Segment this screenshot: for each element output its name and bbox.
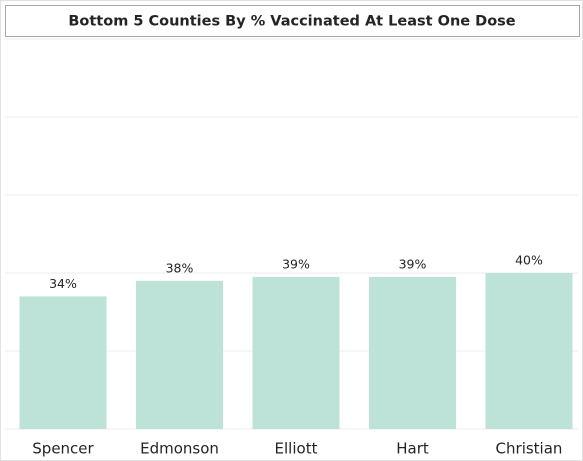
bar (369, 276, 456, 429)
title-box (5, 5, 580, 37)
data-label: 39% (282, 256, 310, 271)
data-label: 39% (399, 256, 427, 271)
data-label: 38% (166, 260, 194, 275)
bar (136, 280, 223, 429)
data-label: 34% (49, 276, 77, 291)
chart-title: Bottom 5 Counties By % Vaccinated At Lea… (68, 14, 515, 30)
data-label: 40% (515, 253, 543, 268)
x-tick-label: Hart (396, 440, 429, 458)
x-tick-label: Christian (496, 440, 563, 458)
bar (252, 276, 340, 429)
x-tick-label: Elliott (275, 440, 318, 458)
x-tick-label: Spencer (32, 440, 94, 458)
bar (485, 273, 573, 429)
bar (19, 296, 107, 429)
x-tick-label: Edmonson (140, 440, 219, 458)
